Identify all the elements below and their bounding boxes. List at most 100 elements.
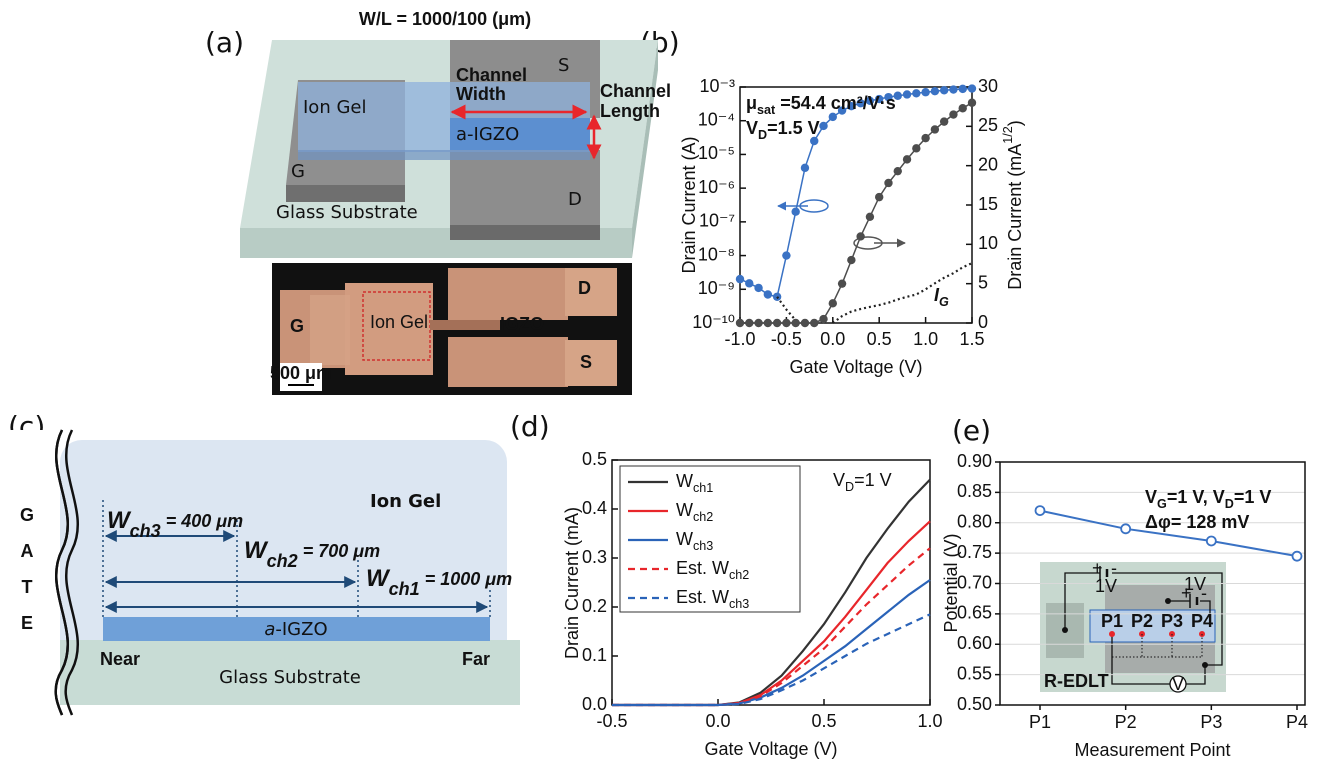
figure: (a) (b) (c) (d) (e) W/L = 1000/100 (μm) … <box>0 0 1322 761</box>
panel-label: (a) <box>205 26 244 59</box>
delta-note: Δφ= 128 mV <box>1145 512 1249 532</box>
legend-label-part: ch3 <box>693 539 713 553</box>
data-point <box>940 86 948 94</box>
source-sign: - <box>1111 558 1117 578</box>
data-point <box>773 293 781 301</box>
panel-label: (e) <box>952 414 991 447</box>
data-point <box>745 279 753 287</box>
data-point <box>931 87 939 95</box>
substrate-label: Glass Substrate <box>219 667 361 688</box>
series-line <box>777 263 972 323</box>
y2-axis-title-part: ) <box>1005 120 1025 126</box>
meter-label: V <box>1172 674 1184 694</box>
data-point <box>875 193 883 201</box>
circuit-inset-part <box>1165 598 1171 604</box>
micro-channel: IGZO <box>500 314 544 334</box>
data-point <box>931 125 939 133</box>
channel-label: a-IGZO <box>264 619 327 640</box>
x-tick-label: 0.5 <box>867 329 892 349</box>
y2-tick-label: 30 <box>978 76 998 96</box>
x-tick-label: 1.0 <box>913 329 938 349</box>
y2-tick-label: 5 <box>978 272 988 292</box>
width-value: = 700 μm <box>298 541 380 561</box>
x-tick-label: -0.5 <box>771 329 802 349</box>
series-line <box>612 614 930 705</box>
y-tick-label: 0.70 <box>957 572 992 592</box>
data-point <box>829 299 837 307</box>
micro-ion-gel: Ion Gel <box>370 312 428 332</box>
source-voltage: 1V <box>1095 576 1117 596</box>
y-tick-label: 0.90 <box>957 451 992 471</box>
bias-note-part: =1 V <box>1234 487 1272 507</box>
data-point <box>1207 536 1216 545</box>
channel-name: -IGZO <box>275 619 327 640</box>
y-tick-label: 10⁻⁷ <box>699 211 735 231</box>
gate-letter: A <box>21 541 34 561</box>
bias-note: VD=1.5 V <box>746 118 820 143</box>
y-axis-title: Potential (V) <box>941 533 961 632</box>
x-tick-label: 0.5 <box>811 711 836 731</box>
data-point <box>1036 506 1045 515</box>
legend-label-part: ch2 <box>693 510 713 524</box>
legend-label-part: W <box>676 529 693 549</box>
gate-label: G <box>291 161 305 182</box>
bias-note: VD=1 V <box>833 470 892 495</box>
data-point <box>884 179 892 187</box>
y-tick-label: 0.60 <box>957 633 992 653</box>
data-point <box>903 90 911 98</box>
data-point <box>949 110 957 118</box>
width-subscript: ch3 <box>130 521 161 541</box>
y2-axis-title-part: 1/2 <box>1001 126 1015 144</box>
ion-gel-label: Ion Gel <box>370 491 441 512</box>
data-point <box>791 208 799 216</box>
y-tick-label: 0.5 <box>582 449 607 469</box>
y-tick-label: 10⁻⁸ <box>698 244 735 264</box>
source-label: S <box>558 55 569 76</box>
y2-tick-label: 15 <box>978 194 998 214</box>
y-tick-label: 0.80 <box>957 512 992 532</box>
data-point <box>894 167 902 175</box>
mobility-note-part: μ <box>746 93 757 113</box>
data-point <box>819 122 827 130</box>
data-point <box>856 232 864 240</box>
bias-note-part: V <box>833 470 845 490</box>
y-tick-label: 0.55 <box>957 663 992 683</box>
width-subscript: ch1 <box>389 579 420 599</box>
probe-label: P4 <box>1191 611 1213 631</box>
length-label: Length <box>600 101 660 121</box>
width-symbol: W <box>366 565 391 592</box>
y-tick-label: 0.50 <box>957 694 992 714</box>
data-point <box>791 319 799 327</box>
micrograph-part <box>448 268 568 320</box>
width-subscript: ch2 <box>267 551 298 571</box>
channel-prefix: a <box>264 619 275 640</box>
bias-note-part: D <box>758 128 767 142</box>
y-tick-label: 0.65 <box>957 603 992 623</box>
x-axis-title: Gate Voltage (V) <box>704 739 837 759</box>
device-schematic-part <box>450 150 600 225</box>
data-point <box>968 84 976 92</box>
y2-tick-label: 25 <box>978 115 998 135</box>
data-point <box>736 319 744 327</box>
y-tick-label: 10⁻⁵ <box>698 143 735 163</box>
y2-tick-label: 0 <box>978 312 988 332</box>
bias-note-part: =1 V <box>854 470 892 490</box>
inset-label: R-EDLT <box>1044 671 1109 691</box>
data-point <box>801 319 809 327</box>
mobility-note-part: sat <box>757 103 776 117</box>
near-label: Near <box>100 649 140 669</box>
gate-letter: E <box>21 613 33 633</box>
data-point <box>1121 524 1130 533</box>
circuit-inset-part <box>1062 627 1068 633</box>
micro-drain: D <box>578 278 591 298</box>
bias-note-part: =1.5 V <box>767 118 820 138</box>
x-tick-label: P1 <box>1029 712 1051 732</box>
micro-source: S <box>580 352 592 372</box>
legend-label-part: W <box>676 500 693 520</box>
micrograph-part <box>565 268 617 316</box>
y2-tick-label: 20 <box>978 154 998 174</box>
data-point <box>810 137 818 145</box>
y-tick-label: 10⁻⁴ <box>698 109 735 129</box>
y-tick-label: 10⁻⁹ <box>698 278 735 298</box>
cross-section-part <box>0 430 55 720</box>
